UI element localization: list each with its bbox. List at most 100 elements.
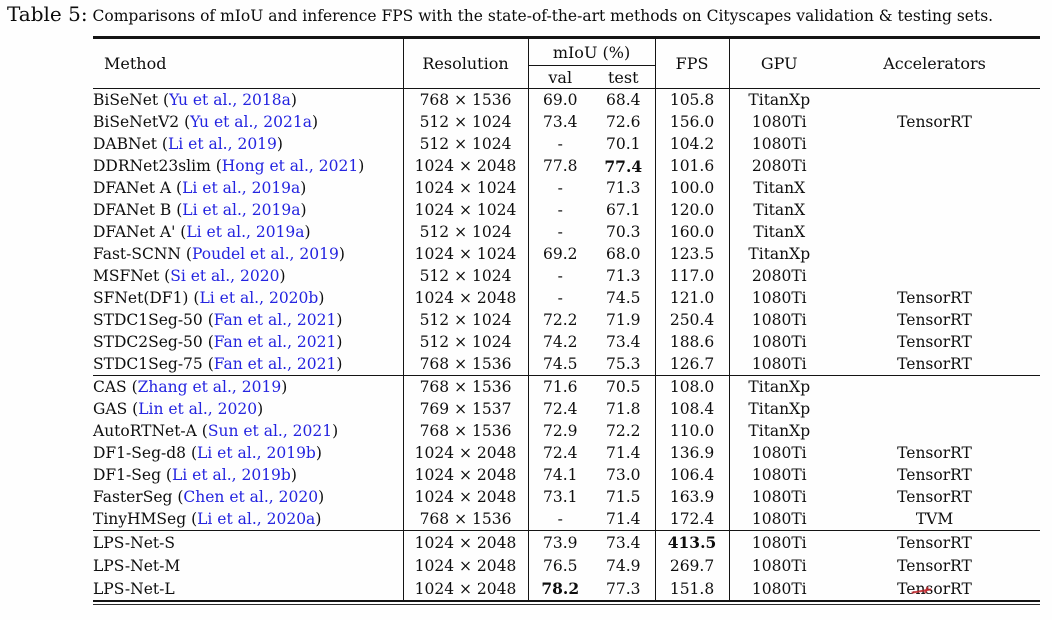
- miou-val-cell: 73.4: [542, 113, 578, 131]
- citation-link[interactable]: Sun et al., 2021: [207, 422, 333, 440]
- table-group-lpsnet: LPS-Net-S 1024 × 2048 73.9 73.4 413.5 1080Ti T…: [93, 530, 1041, 600]
- table-row: LPS-Net-S 1024 × 2048 73.9 73.4 413.5 1080Ti T…: [93, 530, 1040, 554]
- miou-val-cell: 69.0: [542, 91, 578, 109]
- table-header: Method Resolution mIoU (%) FPS GPU Accel…: [93, 37, 1041, 89]
- table-row: DF1-Seg (Li et al., 2019b) 1024 × 2048 74.…: [93, 464, 1040, 486]
- fps-cell: 106.4: [655, 464, 730, 486]
- method-cell: DFANet A' (Li et al., 2019a): [93, 221, 404, 243]
- miou-test-cell: 71.5: [592, 486, 656, 508]
- citation-link[interactable]: Li et al., 2019b: [171, 466, 291, 484]
- citation-link[interactable]: Poudel et al., 2019: [191, 245, 339, 263]
- method-cell: Fast-SCNN (Poudel et al., 2019): [93, 243, 404, 265]
- miou-val-cell: -: [557, 179, 563, 197]
- table-row: DF1-Seg-d8 (Li et al., 2019b) 1024 × 2048…: [93, 442, 1040, 464]
- method-cell: LPS-Net-L: [93, 577, 404, 600]
- accelerator-cell: [829, 221, 1040, 243]
- gpu-cell: TitanXp: [748, 422, 811, 440]
- citation-link[interactable]: Lin et al., 2020: [138, 400, 258, 418]
- gpu-cell: 1080Ti: [751, 466, 807, 484]
- resolution-cell: 1024 × 2048: [403, 486, 529, 508]
- miou-val-cell: 74.2: [542, 333, 578, 351]
- citation-link[interactable]: Yu et al., 2021a: [190, 113, 312, 131]
- citation-link[interactable]: Zhang et al., 2019: [137, 378, 282, 396]
- gpu-cell: 1080Ti: [751, 333, 807, 351]
- miou-test-cell: 74.9: [592, 554, 656, 577]
- citation-link[interactable]: Fan et al., 2021: [213, 355, 337, 373]
- citation-link[interactable]: Si et al., 2020: [170, 267, 280, 285]
- method-name: SFNet(DF1): [93, 289, 189, 307]
- gpu-cell: TitanX: [753, 201, 806, 219]
- miou-test-cell: 73.4: [592, 530, 656, 554]
- method-cell: DF1-Seg-d8 (Li et al., 2019b): [93, 442, 404, 464]
- accelerator-cell: [829, 133, 1040, 155]
- table-row: STDC2Seg-50 (Fan et al., 2021) 512 × 1024…: [93, 331, 1040, 353]
- method-name: FasterSeg: [93, 488, 173, 506]
- accelerator-cell: TensorRT: [897, 289, 972, 307]
- method-name: DFANet B: [93, 201, 172, 219]
- citation-link[interactable]: Li et al., 2019a: [182, 179, 301, 197]
- citation-link[interactable]: Li et al., 2019b: [197, 444, 316, 462]
- accelerator-cell: [829, 420, 1040, 442]
- header-val: val: [548, 67, 573, 87]
- method-name: Fast-SCNN: [93, 245, 181, 263]
- gpu-cell: 1080Ti: [751, 556, 807, 575]
- citation-link[interactable]: Li et al., 2020b: [199, 289, 319, 307]
- fps-cell: 136.9: [655, 442, 730, 464]
- table-row: TinyHMSeg (Li et al., 2020a) 768 × 1536 - 7…: [93, 508, 1040, 531]
- miou-test-cell: 75.3: [592, 353, 656, 376]
- table-caption-label: Table 5:: [7, 2, 88, 26]
- header-fps: FPS: [655, 37, 730, 89]
- table-row: STDC1Seg-75 (Fan et al., 2021) 768 × 1536…: [93, 353, 1040, 376]
- table-row: DFANet A (Li et al., 2019a) 1024 × 1024 - 7…: [93, 177, 1040, 199]
- fps-cell: 104.2: [655, 133, 730, 155]
- citation-link[interactable]: Yu et al., 2018a: [169, 91, 291, 109]
- table-group-sota-2: CAS (Zhang et al., 2019) 768 × 1536 71.6 70…: [93, 375, 1041, 531]
- table-bottom-rule: [93, 600, 1040, 605]
- citation-link[interactable]: Fan et al., 2021: [213, 333, 337, 351]
- accelerator-cell: TensorRT: [897, 311, 972, 329]
- citation-link[interactable]: Li et al., 2019a: [186, 223, 305, 241]
- miou-val-cell: 73.1: [542, 488, 578, 506]
- table-row: GAS (Lin et al., 2020) 769 × 1537 72.4 71.8…: [93, 398, 1040, 420]
- citation-link[interactable]: Li et al., 2020a: [197, 510, 316, 528]
- header-miou-group: mIoU (%): [528, 37, 656, 66]
- fps-cell: 156.0: [655, 111, 730, 133]
- table-row: STDC1Seg-50 (Fan et al., 2021) 512 × 1024…: [93, 309, 1040, 331]
- miou-val-cell: 74.5: [542, 355, 578, 373]
- method-name: DF1-Seg: [93, 466, 161, 484]
- miou-test-cell: 70.5: [592, 375, 656, 398]
- method-cell: TinyHMSeg (Li et al., 2020a): [93, 508, 404, 531]
- fps-cell: 110.0: [655, 420, 730, 442]
- method-name: BiSeNet: [93, 91, 159, 109]
- method-name: STDC1Seg-75: [93, 355, 203, 373]
- method-name: CAS: [93, 378, 127, 396]
- accelerator-cell: [829, 376, 1040, 399]
- method-cell: DF1-Seg (Li et al., 2019b): [93, 464, 404, 486]
- resolution-cell: 512 × 1024: [403, 221, 529, 243]
- header-gpu: GPU: [760, 54, 798, 73]
- method-name: STDC1Seg-50: [93, 311, 203, 329]
- table-row: SFNet(DF1) (Li et al., 2020b) 1024 × 2048…: [93, 287, 1040, 309]
- table-row: DFANet A' (Li et al., 2019a) 512 × 1024 - 7…: [93, 221, 1040, 243]
- method-cell: DABNet (Li et al., 2019): [93, 133, 404, 155]
- citation-link[interactable]: Chen et al., 2020: [183, 488, 319, 506]
- method-cell: CAS (Zhang et al., 2019): [93, 375, 404, 398]
- miou-test-cell: 74.5: [592, 287, 656, 309]
- table-row: LPS-Net-L 1024 × 2048 78.2 77.3 151.8 1080Ti T…: [93, 577, 1040, 600]
- accelerator-cell: TensorRT: [897, 355, 972, 373]
- fps-cell: 160.0: [655, 221, 730, 243]
- miou-val-cell: 72.9: [542, 422, 578, 440]
- method-cell: DDRNet23slim (Hong et al., 2021): [93, 155, 404, 177]
- accelerator-cell: TVM: [915, 510, 954, 528]
- resolution-cell: 512 × 1024: [403, 331, 529, 353]
- miou-test-cell: 70.1: [592, 133, 656, 155]
- resolution-cell: 768 × 1536: [403, 420, 529, 442]
- citation-link[interactable]: Li et al., 2019: [167, 135, 277, 153]
- citation-link[interactable]: Hong et al., 2021: [221, 157, 359, 175]
- miou-val-cell: 73.9: [542, 533, 578, 552]
- citation-link[interactable]: Fan et al., 2021: [213, 311, 337, 329]
- fps-cell: 120.0: [655, 199, 730, 221]
- gpu-cell: TitanX: [753, 179, 806, 197]
- citation-link[interactable]: Li et al., 2019a: [182, 201, 301, 219]
